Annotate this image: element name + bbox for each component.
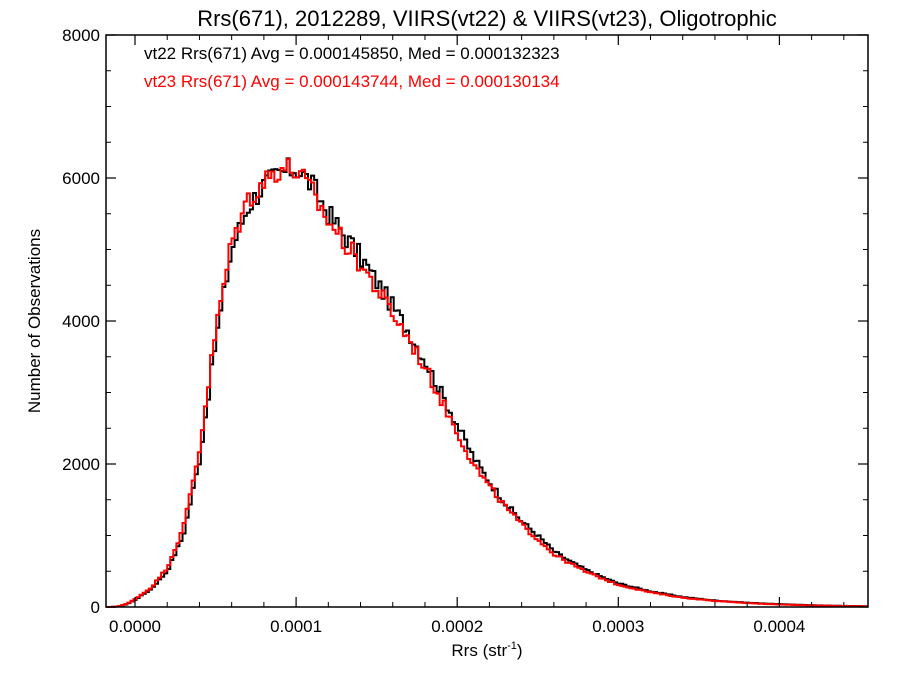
y-tick-label: 0 — [91, 598, 100, 617]
annotations: vt22 Rrs(671) Avg = 0.000145850, Med = 0… — [144, 44, 560, 91]
annotation-1: vt22 Rrs(671) Avg = 0.000145850, Med = 0… — [144, 44, 560, 63]
series-vt22-line — [106, 157, 868, 608]
y-axis-label: Number of Observations — [25, 229, 44, 413]
y-tick-label: 2000 — [62, 455, 100, 474]
x-tick-label: 0.0002 — [431, 617, 483, 636]
series-vt23-line — [106, 158, 868, 608]
y-tick-label: 4000 — [62, 312, 100, 331]
y-tick-label: 6000 — [62, 169, 100, 188]
x-axis-label-main: Rrs (str — [451, 641, 507, 660]
plot-frame — [105, 34, 869, 608]
x-axis: 0.0000 0.0001 0.0002 0.0003 0.0004 — [109, 35, 845, 636]
annotation-2: vt23 Rrs(671) Avg = 0.000143744, Med = 0… — [144, 72, 560, 91]
x-axis-label-sup: -1 — [507, 640, 517, 652]
y-tick-label: 8000 — [62, 26, 100, 45]
series-layer — [106, 157, 868, 608]
x-tick-label: 0.0000 — [109, 617, 161, 636]
x-axis-label-close: ) — [517, 641, 523, 660]
x-tick-label: 0.0004 — [753, 617, 805, 636]
y-axis: 0 2000 4000 6000 8000 — [62, 26, 868, 617]
x-tick-label: 0.0001 — [270, 617, 322, 636]
chart-title: Rrs(671), 2012289, VIIRS(vt22) & VIIRS(v… — [197, 6, 777, 31]
x-tick-label: 0.0003 — [592, 617, 644, 636]
x-axis-label: Rrs (str-1) — [451, 640, 522, 660]
